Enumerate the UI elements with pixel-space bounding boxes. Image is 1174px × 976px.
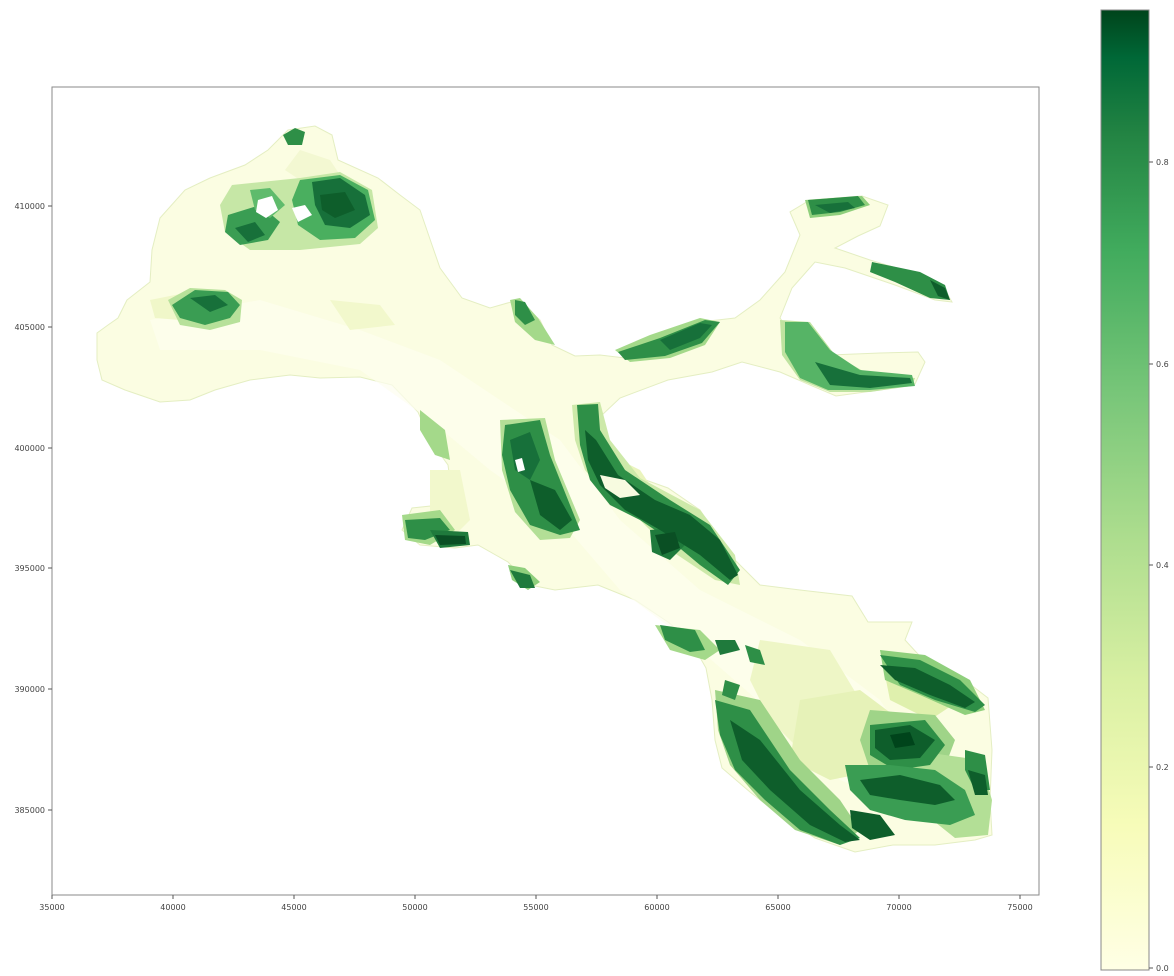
colorbar-tick-label: 0.0 <box>1156 964 1169 973</box>
y-axis: 410000 405000 400000 395000 390000 38500… <box>14 202 52 815</box>
x-tick-label: 75000 <box>1007 903 1032 912</box>
x-tick-label: 40000 <box>160 903 185 912</box>
colorbar-gradient <box>1101 10 1149 970</box>
y-tick-label: 405000 <box>14 323 45 332</box>
x-tick-label: 60000 <box>644 903 669 912</box>
x-tick-label: 65000 <box>765 903 790 912</box>
x-tick-label: 50000 <box>402 903 427 912</box>
x-axis: 35000 40000 45000 50000 55000 60000 6500… <box>39 895 1032 912</box>
y-tick-label: 385000 <box>14 806 45 815</box>
colorbar-tick-label: 0.4 <box>1156 561 1169 570</box>
colorbar-tick-label: 0.6 <box>1156 360 1169 369</box>
y-tick-label: 390000 <box>14 685 45 694</box>
colorbar: 0.8 0.6 0.4 0.2 0.0 <box>1101 10 1169 973</box>
y-tick-label: 410000 <box>14 202 45 211</box>
x-tick-label: 70000 <box>886 903 911 912</box>
x-tick-label: 55000 <box>523 903 548 912</box>
x-tick-label: 35000 <box>39 903 64 912</box>
x-tick-label: 45000 <box>281 903 306 912</box>
y-tick-label: 400000 <box>14 444 45 453</box>
colorbar-tick-label: 0.8 <box>1156 158 1169 167</box>
colorbar-tick-label: 0.2 <box>1156 763 1169 772</box>
y-tick-label: 395000 <box>14 564 45 573</box>
